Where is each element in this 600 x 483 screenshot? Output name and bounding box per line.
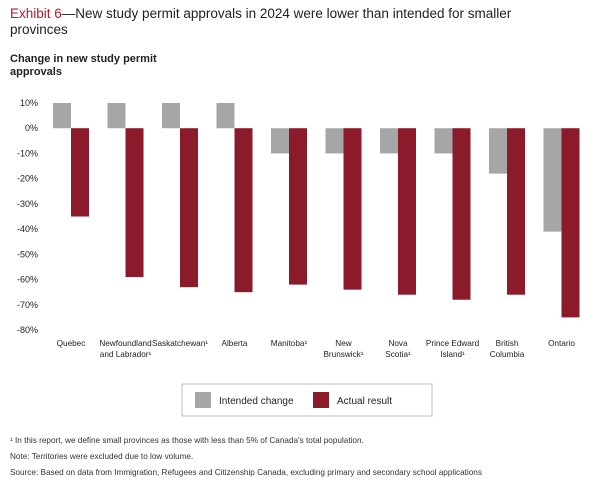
legend-swatch-actual-result [313,392,329,408]
chart-title: Exhibit 6—New study permit approvals in … [10,6,570,38]
category-label: Alberta [222,339,248,348]
bar-intended-change [162,103,180,129]
bar-actual-result [289,128,307,285]
bar-actual-result [180,128,198,288]
y-tick-label: -10% [17,148,38,158]
bar-intended-change [271,128,289,154]
y-axis-title: Change in new study permit approvals [10,53,157,78]
category-label: Manitoba¹ [271,339,308,348]
category-label: Prince Edward Island¹ [426,339,480,359]
category-label: British Columbia [490,339,525,359]
bar-actual-result [234,128,253,293]
category-label: New Brunswick¹ [323,339,363,359]
title-text: —New study permit approvals in 2024 were… [10,6,512,37]
bar-intended-change [325,128,344,154]
bar-actual-result [125,128,144,278]
bar-intended-change [434,128,453,154]
y-tick-label: -80% [17,325,38,335]
y-tick-label: -50% [17,249,38,259]
legend-label-intended-change: Intended change [219,396,294,407]
bar-actual-result [561,128,580,318]
footnote-1: ¹ In this report, we define small provin… [10,436,364,445]
bar-actual-result [452,128,471,300]
bar-intended-change [380,128,398,154]
category-label: Saskatchewan¹ [152,339,208,348]
y-tick-label: -60% [17,275,38,285]
bar-actual-result [398,128,416,295]
y-tick-label: -20% [17,174,38,184]
legend-label-actual-result: Actual result [337,396,392,407]
y-tick-label: -40% [17,224,38,234]
footnote-note: Note: Territories were excluded due to l… [10,452,194,461]
footnote-source: Source: Based on data from Immigration, … [10,468,482,477]
legend-box [181,383,433,417]
bar-actual-result [507,128,525,295]
bar-intended-change [53,103,71,129]
y-tick-label: -30% [17,199,38,209]
bar-actual-result [71,128,89,217]
legend-swatch-intended-change [195,392,211,408]
bar-intended-change [216,103,235,129]
y-tick-label: 10% [20,98,38,108]
y-tick-label: -70% [17,300,38,310]
exhibit-label: Exhibit 6 [10,6,62,21]
category-label: Quebec [57,339,86,348]
category-label: Ontario [548,339,575,348]
bar-intended-change [489,128,507,174]
bar-actual-result [343,128,362,290]
y-tick-label: 0% [25,123,38,133]
category-label: Newfoundland and Labrador¹ [99,339,152,359]
bar-intended-change [107,103,126,129]
bar-intended-change [543,128,562,232]
category-label: Nova Scotia¹ [385,339,411,359]
